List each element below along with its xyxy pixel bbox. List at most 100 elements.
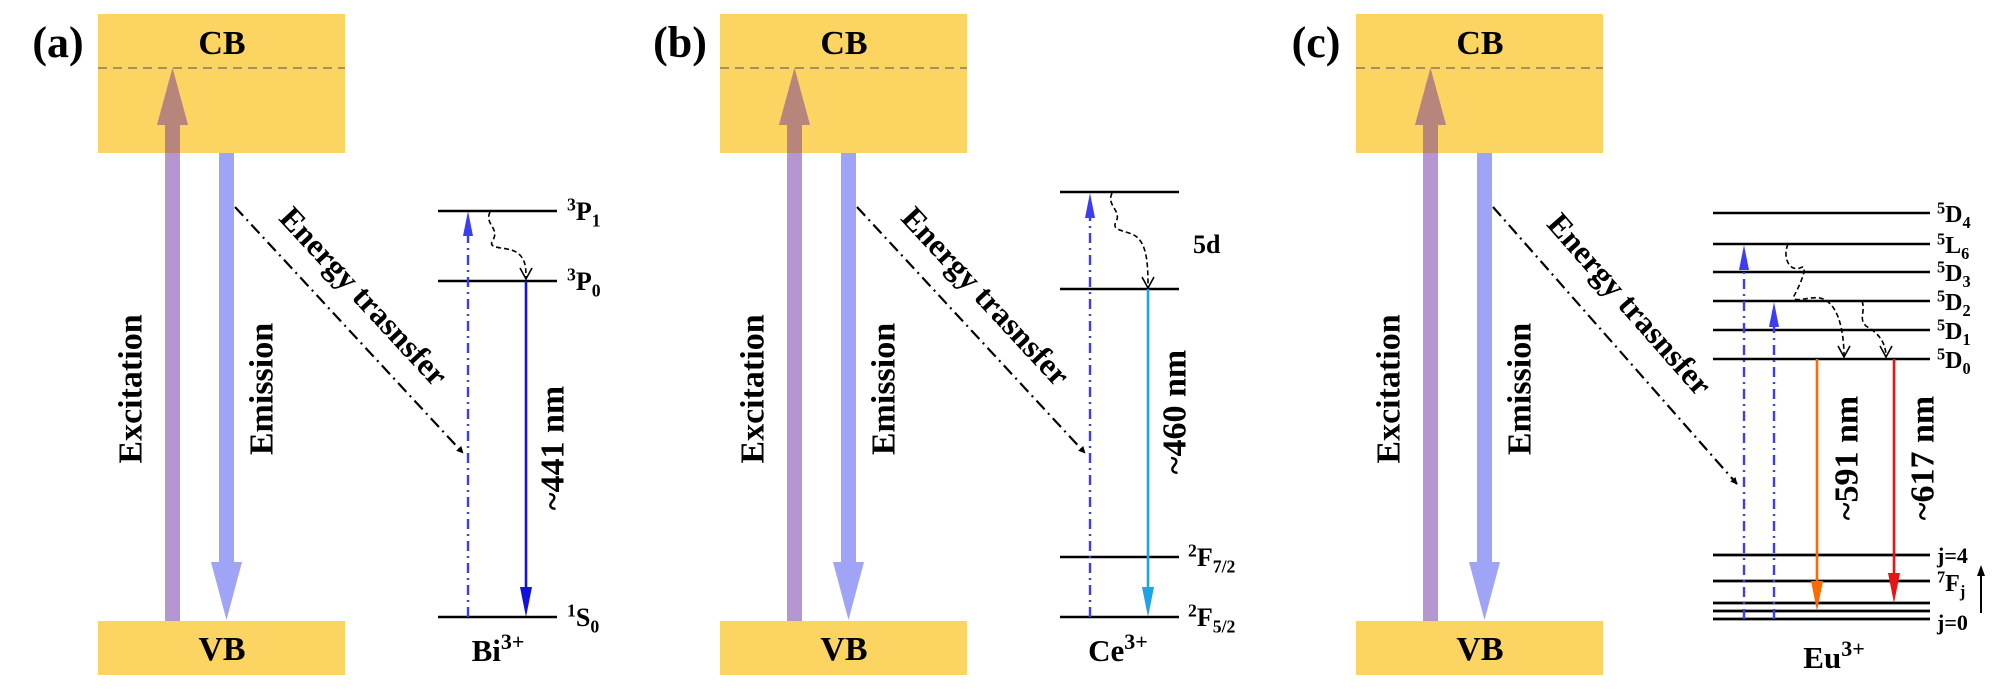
- term-symbol: F: [1197, 543, 1213, 572]
- j-increase-arrowhead: [1977, 565, 1985, 576]
- emission-label: Emission: [866, 323, 903, 455]
- emission-wavelength-label: ~460 nm: [1157, 350, 1194, 474]
- excitation-label: Excitation: [113, 314, 150, 463]
- host-emission-arrow: [1469, 153, 1500, 620]
- panel-label: (a): [32, 18, 83, 67]
- excitation-arrow-overlap: [779, 68, 810, 153]
- term-superscript: 5: [1937, 315, 1945, 334]
- absorption-arrowhead: [463, 211, 473, 236]
- absorption-arrowhead: [1085, 193, 1095, 218]
- energy-transfer-label: Energy trasnsfer: [895, 199, 1078, 392]
- term-symbol: D: [1945, 202, 1962, 228]
- term-superscript: 3: [567, 265, 576, 285]
- term-subscript: 0: [590, 617, 599, 637]
- relaxation-arrowhead: [1141, 276, 1155, 290]
- excitation-arrow: [779, 68, 810, 621]
- term-subscript: 2: [1963, 301, 1971, 320]
- term-subscript: 3: [1963, 272, 1971, 291]
- emission-arrowhead: [1142, 587, 1154, 617]
- valence-band: [1356, 621, 1603, 675]
- level-label: 5D4: [1937, 198, 1971, 232]
- term-symbol: F: [1197, 603, 1213, 632]
- nonradiative-relaxation-arrow: [1785, 243, 1845, 358]
- ion-symbol: Bi: [472, 633, 502, 668]
- conduction-band: [98, 14, 345, 153]
- conduction-band: [1356, 14, 1603, 153]
- ground-term-label: 7Fj: [1937, 567, 1965, 601]
- term-superscript: 2: [1188, 601, 1197, 621]
- term-subscript: 5/2: [1213, 617, 1236, 637]
- emission-arrowhead: [1811, 581, 1823, 611]
- valence-band-label: VB: [1456, 631, 1503, 668]
- absorption-arrowhead: [1739, 245, 1749, 270]
- ground-label-j0: j=0: [1936, 610, 1968, 635]
- term-symbol: S: [576, 603, 590, 632]
- term-superscript: 1: [567, 601, 576, 621]
- excitation-label: Excitation: [1371, 314, 1408, 463]
- term-superscript: 2: [1188, 541, 1197, 561]
- excitation-arrow: [157, 68, 188, 621]
- emission-arrowhead: [520, 587, 532, 617]
- emission-label: Emission: [1502, 323, 1539, 455]
- ground-label-j4: j=4: [1936, 543, 1968, 568]
- emission-arrowhead: [1888, 573, 1900, 603]
- term-subscript: 0: [592, 281, 601, 301]
- panel-c: (c) CB VB Excitation Emission Energy trasnsfe…: [1292, 14, 1738, 675]
- panel-label: (b): [653, 18, 707, 67]
- nonradiative-relaxation-arrow: [1861, 300, 1887, 358]
- ion-label: Bi3+: [472, 629, 525, 668]
- term-subscript: j: [1959, 582, 1965, 601]
- term-subscript: 4: [1963, 213, 1971, 232]
- term-subscript: 7/2: [1213, 557, 1236, 577]
- level-label: 3P0: [567, 265, 601, 301]
- level-label: 2F7/2: [1188, 541, 1235, 577]
- ion-charge: 3+: [1841, 636, 1865, 661]
- conduction-band-label: CB: [1456, 25, 1503, 62]
- term-symbol: D: [1945, 261, 1962, 287]
- level-label: 2F5/2: [1188, 601, 1235, 637]
- term-symbol: F: [1945, 571, 1960, 597]
- term-superscript: 3: [567, 195, 576, 215]
- energy-transfer-arrow: [856, 206, 1086, 454]
- term-superscript: 5: [1937, 344, 1945, 363]
- level-label: 5D3: [1937, 257, 1971, 291]
- relaxation-arrowhead: [1837, 345, 1851, 359]
- ion-charge: 3+: [501, 629, 525, 654]
- level-label: 3P1: [567, 195, 601, 231]
- valence-band-label: VB: [198, 631, 245, 668]
- energy-transfer-arrow: [234, 206, 464, 454]
- term-symbol: D: [1945, 319, 1962, 345]
- level-label: 5D1: [1937, 315, 1971, 349]
- excitation-arrow-overlap: [1415, 68, 1446, 153]
- emission-wavelength-label-591: ~591 nm: [1829, 396, 1866, 520]
- term-symbol: P: [576, 267, 592, 296]
- level-label: 5L6: [1937, 229, 1969, 263]
- ion-charge: 3+: [1124, 629, 1148, 654]
- level-label-5d: 5d: [1193, 230, 1221, 259]
- relaxation-arrowhead: [519, 267, 533, 281]
- nonradiative-relaxation-arrow: [1109, 192, 1149, 289]
- term-superscript: 5: [1937, 286, 1945, 305]
- term-symbol: D: [1945, 290, 1962, 316]
- term-subscript: 0: [1963, 359, 1971, 378]
- emission-wavelength-label-617: ~617 nm: [1905, 396, 1942, 520]
- absorption-arrowhead: [1769, 302, 1779, 327]
- term-superscript: 5: [1937, 257, 1945, 276]
- valence-band: [98, 621, 345, 675]
- excitation-arrow-overlap: [157, 68, 188, 153]
- level-label: 5D2: [1937, 286, 1971, 320]
- term-symbol: L: [1945, 233, 1961, 259]
- panel-label: (c): [1292, 18, 1341, 67]
- term-symbol: P: [576, 197, 592, 226]
- ion-label: Ce3+: [1088, 629, 1148, 668]
- term-superscript: 5: [1937, 229, 1945, 248]
- term-superscript: 5: [1937, 198, 1945, 217]
- valence-band: [720, 621, 967, 675]
- nonradiative-relaxation-arrow: [487, 211, 527, 280]
